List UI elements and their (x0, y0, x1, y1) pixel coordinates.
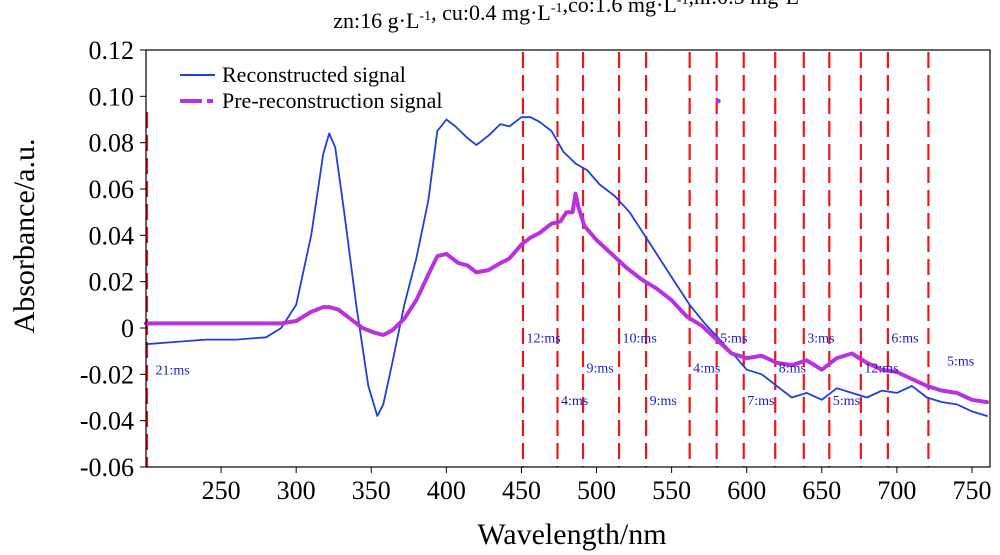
x-tick-label: 550 (652, 476, 691, 505)
x-tick-label: 250 (202, 476, 241, 505)
segment-annotation: 4:ms (693, 361, 720, 376)
x-tick-label: 300 (277, 476, 316, 505)
y-tick-label: 0.12 (89, 36, 135, 65)
x-tick-label: 750 (952, 476, 991, 505)
x-axis-title: Wavelength/nm (477, 518, 666, 551)
segment-annotation: 3:ms (807, 331, 834, 346)
segment-annotation: 21:ms (156, 364, 190, 379)
legend-label-pre-reconstruction: Pre-reconstruction signal (222, 88, 443, 113)
x-tick-label: 350 (352, 476, 391, 505)
series-layer (144, 98, 989, 417)
x-tick-label: 600 (727, 476, 766, 505)
y-tick-label: 0.10 (89, 82, 135, 111)
segment-annotation: 9:ms (650, 394, 677, 409)
segment-annotation: 12:ms (526, 331, 560, 346)
chart-title: zn:16 g·L-1, cu:0.4 mg·L-1,co:1.6 mg·L-1… (333, 0, 810, 33)
y-tick-label: 0.02 (89, 268, 135, 297)
x-tick-label: 450 (502, 476, 541, 505)
y-tick-label: 0.08 (89, 129, 135, 158)
segment-annotation: 5:ms (947, 354, 974, 369)
segment-annotation: 4:ms (561, 394, 588, 409)
series-line-pre-reconstruction (144, 191, 989, 405)
segment-annotation: 5:ms (720, 331, 747, 346)
x-tick-label: 400 (427, 476, 466, 505)
y-tick-label: 0.04 (89, 221, 135, 250)
segment-annotation: 6:ms (891, 331, 918, 346)
annotations: 21:ms12:ms4:ms9:ms10:ms9:ms4:ms5:ms7:ms8… (156, 331, 975, 409)
plot-frame (145, 49, 991, 468)
segment-annotation: 12:ms (864, 361, 898, 376)
y-tick-label: 0.06 (89, 175, 135, 204)
y-axis-title: Absorbance/a.u. (8, 139, 41, 334)
data-point (715, 98, 721, 104)
segment-annotation: 8:ms (779, 361, 806, 376)
x-tick-label: 700 (877, 476, 916, 505)
x-tick-label: 650 (802, 476, 841, 505)
segment-annotation: 9:ms (587, 361, 614, 376)
y-tick-label: -0.06 (80, 453, 134, 482)
segment-annotation: 7:ms (747, 394, 774, 409)
y-tick-label: -0.04 (80, 407, 134, 436)
y-tick-label: 0 (121, 314, 134, 343)
series-line-reconstructed (145, 116, 988, 417)
segment-annotation: 5:ms (833, 394, 860, 409)
x-tick-label: 500 (577, 476, 616, 505)
y-tick-label: -0.02 (80, 360, 134, 389)
axes: 250 300 350 400 450 500 550 600 650 700 750 -0.06 -0… (80, 36, 992, 505)
legend-label-reconstructed: Reconstructed signal (222, 62, 406, 87)
segment-annotation: 10:ms (623, 331, 657, 346)
segment-lines (145, 52, 930, 467)
